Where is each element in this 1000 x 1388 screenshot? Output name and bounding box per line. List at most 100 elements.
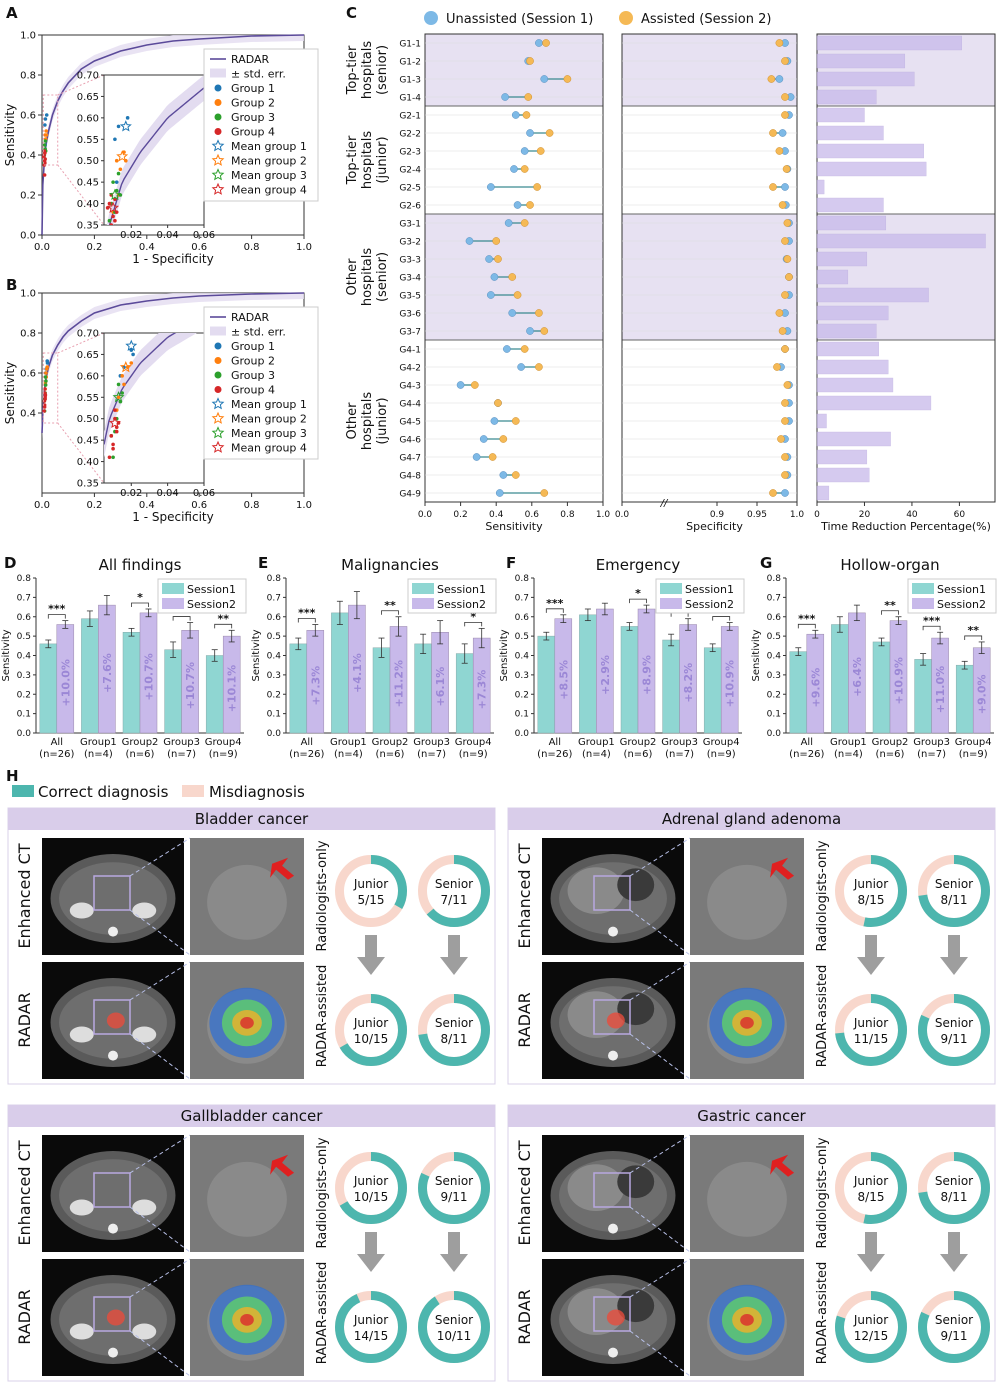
- y-tick-label: 0.4: [20, 151, 36, 162]
- y-tick-label: 0.7: [17, 593, 31, 603]
- session2-dot: [783, 381, 792, 389]
- significance-bracket: [214, 623, 233, 629]
- ct-bone: [132, 1199, 157, 1216]
- inset-group-point: [113, 408, 117, 412]
- inset-group-point: [114, 158, 119, 163]
- count-label: (n=7): [665, 749, 694, 760]
- session2-dot: [511, 417, 520, 425]
- donut-fraction: 8/15: [858, 1190, 885, 1204]
- y-tick-label: 0.8: [267, 574, 282, 584]
- legend-entry: Group 1: [231, 82, 275, 95]
- improvement-label: +8.9%: [641, 655, 654, 695]
- y-tick-label: 0.5: [515, 632, 529, 642]
- donut-group-label: Junior: [353, 1016, 388, 1030]
- significance-stars: ***: [298, 607, 316, 620]
- roi-box: [93, 875, 131, 911]
- legend-entry: Group 2: [231, 355, 275, 368]
- session2-dot: [783, 255, 792, 263]
- inset-x-tick-label: 0.04: [157, 488, 179, 499]
- row-label: Enhanced CT: [515, 1140, 534, 1245]
- session2-dot: [536, 147, 545, 155]
- time-bar: [816, 413, 827, 429]
- session1-dot: [508, 309, 517, 317]
- x-tick-label: 0.2: [86, 242, 102, 253]
- legend-entry: Session1: [685, 583, 734, 596]
- inset-group-point: [120, 391, 124, 395]
- donut-fraction: 8/11: [941, 893, 968, 907]
- side-label: Radiologists-only: [815, 840, 830, 951]
- bar-panel-G: Hollow-organ 0.0 0.1 0.2 0.3 0.4 0.5 0.6 0.7 0.8 S…: [751, 556, 997, 760]
- inset-group-point: [107, 455, 112, 460]
- improvement-label: +6.4%: [851, 657, 864, 697]
- session2-dot: [540, 489, 549, 497]
- x-tick-label: 40: [906, 510, 918, 520]
- session2-dot: [777, 435, 785, 443]
- session1-bar: [662, 639, 680, 734]
- y-tick-label: 0.6: [267, 613, 282, 623]
- count-label: (n=26): [537, 749, 572, 760]
- ct-organ: [617, 1165, 655, 1199]
- y-tick-label: 0.4: [20, 409, 36, 420]
- x-tick-label: 0.0: [34, 242, 50, 253]
- time-bar: [816, 143, 925, 159]
- side-label: Radiologists-only: [315, 1137, 330, 1248]
- donut-group-label: Junior: [853, 1016, 888, 1030]
- group-label: hospitals: [360, 41, 375, 100]
- ct-bone: [69, 1026, 94, 1043]
- row-label: G3-6: [399, 310, 421, 320]
- row-label: G4-6: [399, 436, 421, 446]
- significance-bracket: [629, 598, 647, 604]
- donut-correct-arc: [335, 994, 407, 1066]
- lesion-arrow-icon: [270, 1154, 295, 1177]
- donut-fraction: 10/15: [354, 1032, 389, 1046]
- significance-bracket: [131, 602, 149, 607]
- group-band: [425, 34, 603, 106]
- roi-box: [593, 1296, 631, 1332]
- legend-entry: Mean group 1: [231, 140, 307, 153]
- heatmap-hot: [240, 1016, 254, 1029]
- legend-entry: Session1: [437, 583, 486, 596]
- legend-entry: Mean group 4: [231, 442, 307, 455]
- session2-dot: [781, 57, 789, 65]
- significance-bracket: [545, 608, 564, 613]
- heatmap-overlay: [606, 1012, 625, 1029]
- donut-fraction: 8/11: [441, 1032, 468, 1046]
- legend-entry: Session1: [937, 583, 986, 596]
- session2-dot: [470, 381, 479, 389]
- category-label: All: [301, 737, 313, 748]
- inset-x-tick-label: 0.02: [120, 230, 142, 241]
- panel-letter-F: F: [506, 554, 516, 572]
- donut-correct-arc: [335, 1152, 407, 1224]
- donut-fraction: 8/11: [941, 1190, 968, 1204]
- donut-fraction: 10/11: [437, 1329, 472, 1343]
- time-bar: [816, 89, 877, 105]
- mean-star: [119, 360, 132, 373]
- legend-entry: Mean group 2: [231, 155, 307, 168]
- session1-bar: [914, 659, 932, 734]
- time-bar: [816, 395, 932, 411]
- inset-y-tick-label: 0.70: [77, 329, 99, 340]
- y-tick-label: 0.0: [515, 729, 530, 739]
- zoom-connector: [129, 1206, 191, 1253]
- session2-dot: [520, 219, 529, 227]
- bar-chart-title: All findings: [99, 556, 182, 574]
- time-bar: [816, 359, 889, 375]
- significance-bracket: [797, 623, 816, 629]
- session1-dot: [781, 489, 789, 497]
- inset-group-point: [116, 395, 121, 400]
- heatmap-hot: [740, 1313, 754, 1326]
- ct-organ: [617, 868, 655, 902]
- group-point: [44, 129, 48, 133]
- session1-bar: [39, 643, 58, 734]
- roi-box: [593, 875, 631, 911]
- zoom-tissue: [707, 1161, 787, 1237]
- session2-dot: [781, 417, 789, 425]
- y-tick-label: 0.3: [515, 671, 529, 681]
- legend-entry: Group 4: [231, 126, 275, 139]
- session2-dot: [513, 291, 522, 299]
- group-point: [45, 361, 50, 365]
- heatmap-overlay: [606, 1309, 625, 1326]
- inset-group-point: [122, 382, 126, 387]
- x-tick-label: 0.95: [747, 510, 767, 520]
- legend-star-swatch: [211, 139, 225, 152]
